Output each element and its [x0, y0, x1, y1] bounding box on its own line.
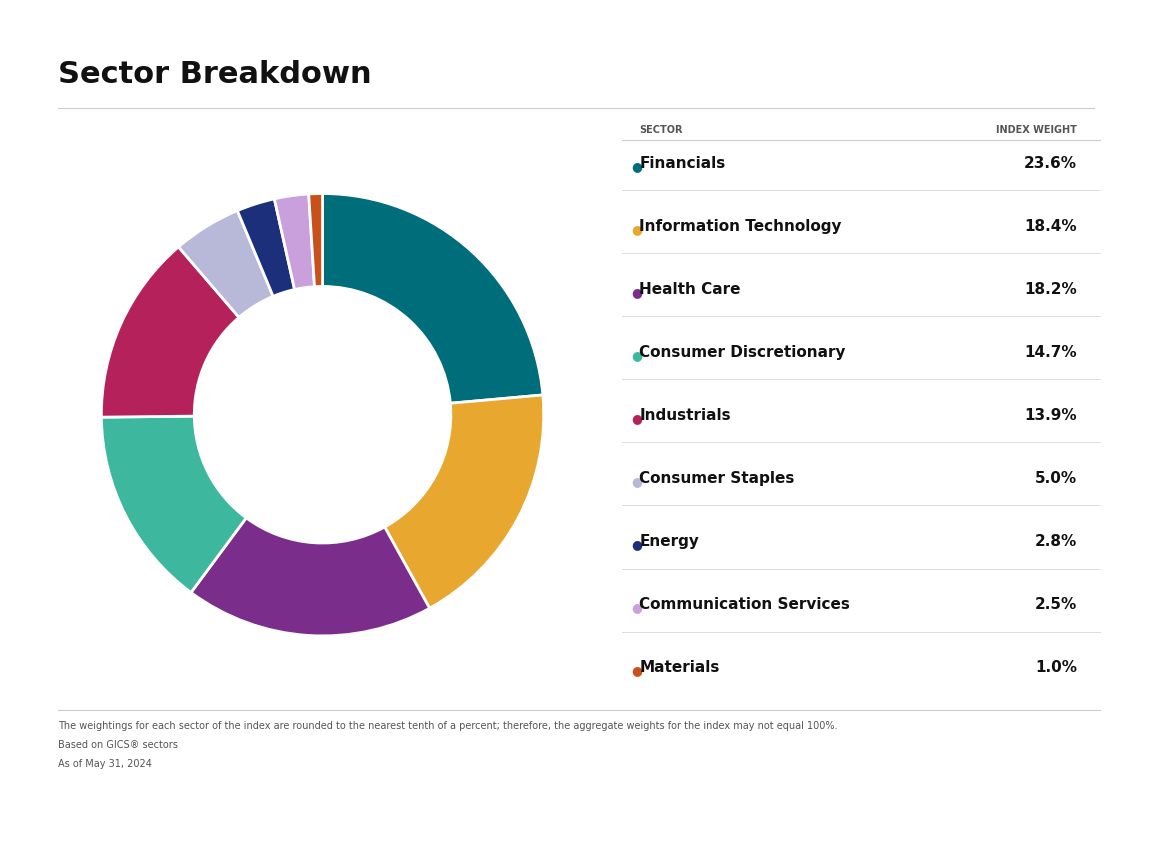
Text: As of May 31, 2024: As of May 31, 2024: [58, 759, 151, 770]
Text: 13.9%: 13.9%: [1024, 408, 1077, 422]
Text: Materials: Materials: [639, 660, 720, 675]
Text: ●: ●: [631, 349, 642, 362]
Text: The weightings for each sector of the index are rounded to the nearest tenth of : The weightings for each sector of the in…: [58, 721, 838, 732]
Text: Communication Services: Communication Services: [639, 597, 850, 612]
Text: ●: ●: [631, 664, 642, 677]
Text: 1.0%: 1.0%: [1036, 660, 1077, 675]
Text: Health Care: Health Care: [639, 282, 741, 296]
Text: 2.8%: 2.8%: [1034, 534, 1077, 549]
Text: 5.0%: 5.0%: [1034, 471, 1077, 486]
Text: Information Technology: Information Technology: [639, 219, 842, 233]
Wedge shape: [237, 199, 295, 296]
Text: Financials: Financials: [639, 156, 726, 170]
Text: 18.4%: 18.4%: [1024, 219, 1077, 233]
Text: Sector Breakdown: Sector Breakdown: [58, 60, 371, 90]
Text: ●: ●: [631, 475, 642, 488]
Wedge shape: [385, 395, 544, 608]
Text: Based on GICS® sectors: Based on GICS® sectors: [58, 740, 177, 751]
Text: Industrials: Industrials: [639, 408, 732, 422]
Text: ●: ●: [631, 160, 642, 173]
Text: ●: ●: [631, 223, 642, 236]
Wedge shape: [323, 194, 543, 403]
Text: Energy: Energy: [639, 534, 699, 549]
Wedge shape: [191, 518, 430, 636]
Text: ●: ●: [631, 412, 642, 425]
Wedge shape: [101, 416, 247, 593]
Text: SECTOR: SECTOR: [639, 125, 683, 136]
Text: ●: ●: [631, 538, 642, 551]
Text: Consumer Staples: Consumer Staples: [639, 471, 795, 486]
Text: Consumer Discretionary: Consumer Discretionary: [639, 345, 846, 359]
Text: 14.7%: 14.7%: [1024, 345, 1077, 359]
Text: 23.6%: 23.6%: [1024, 156, 1077, 170]
Text: 2.5%: 2.5%: [1034, 597, 1077, 612]
Text: INDEX WEIGHT: INDEX WEIGHT: [996, 125, 1077, 136]
Wedge shape: [274, 194, 314, 289]
Wedge shape: [179, 211, 273, 317]
Text: 18.2%: 18.2%: [1024, 282, 1077, 296]
Wedge shape: [101, 247, 238, 417]
Text: ●: ●: [631, 601, 642, 614]
Text: ●: ●: [631, 286, 642, 299]
Wedge shape: [309, 194, 323, 287]
